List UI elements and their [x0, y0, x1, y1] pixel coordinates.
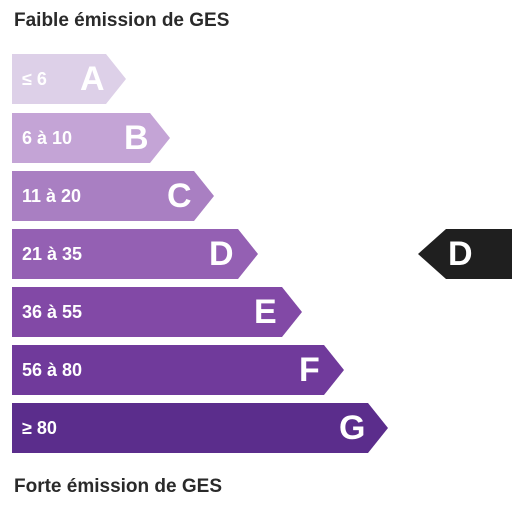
ges-bar-letter: B [124, 119, 149, 157]
ges-bar-a: ≤ 6 A [12, 54, 126, 104]
ges-bar-f: 56 à 80 F [12, 345, 344, 395]
ges-bar-letter: E [254, 293, 277, 331]
ges-bar-e: 36 à 55 E [12, 287, 302, 337]
ges-bar-letter: F [299, 351, 320, 389]
ges-bar-c: 11 à 20 C [12, 171, 214, 221]
ges-bar-range: 6 à 10 [22, 128, 73, 148]
ges-bar-letter: A [80, 60, 105, 98]
ges-bar-letter: D [209, 235, 234, 273]
ges-bar-range: ≥ 80 [22, 418, 57, 438]
ges-bar-range: 21 à 35 [22, 244, 83, 264]
ges-bar-range: 36 à 55 [22, 302, 83, 322]
ges-bar-d: 21 à 35 D [12, 229, 258, 279]
ges-bar-range: 56 à 80 [22, 360, 83, 380]
ges-bar-range: ≤ 6 [22, 69, 47, 89]
ges-bar-g: ≥ 80 G [12, 403, 388, 453]
current-rating-indicator: D [418, 229, 512, 279]
ges-bar-range: 11 à 20 [22, 186, 82, 206]
low-emission-label: Faible émission de GES [14, 10, 230, 31]
ges-bar-b: 6 à 10 B [12, 113, 170, 163]
ges-bar-letter: G [339, 409, 366, 447]
high-emission-label: Forte émission de GES [14, 476, 222, 497]
current-rating-letter: D [448, 235, 473, 273]
ges-bar-letter: C [167, 177, 192, 215]
